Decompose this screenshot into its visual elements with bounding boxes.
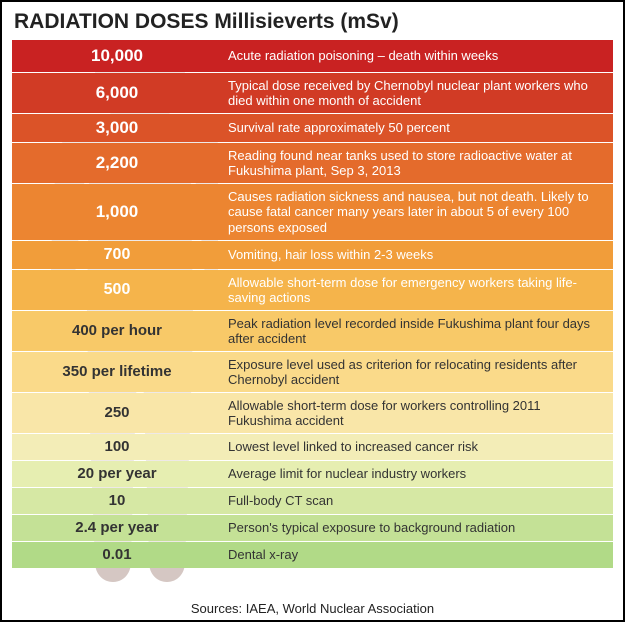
dose-description: Survival rate approximately 50 percent — [222, 120, 613, 135]
dose-value: 10,000 — [12, 46, 222, 66]
dose-description: Dental x-ray — [222, 547, 613, 562]
dose-row: 10,000Acute radiation poisoning – death … — [12, 40, 613, 72]
dose-value: 20 per year — [12, 465, 222, 482]
dose-description: Reading found near tanks used to store r… — [222, 148, 613, 179]
dose-value: 250 — [12, 404, 222, 421]
dose-description: Allowable short-term dose for emergency … — [222, 275, 613, 306]
dose-row: 20 per yearAverage limit for nuclear ind… — [12, 461, 613, 487]
chart-title: RADIATION DOSES Millisieverts (mSv) — [2, 2, 623, 38]
dose-description: Person's typical exposure to background … — [222, 520, 613, 535]
dose-value: 2,200 — [12, 153, 222, 173]
dose-row: 500Allowable short-term dose for emergen… — [12, 270, 613, 310]
dose-row: 1,000Causes radiation sickness and nause… — [12, 184, 613, 240]
dose-description: Allowable short-term dose for workers co… — [222, 398, 613, 429]
dose-description: Exposure level used as criterion for rel… — [222, 357, 613, 388]
dose-value: 500 — [12, 281, 222, 299]
dose-row: 2.4 per yearPerson's typical exposure to… — [12, 515, 613, 541]
dose-description: Lowest level linked to increased cancer … — [222, 439, 613, 454]
dose-value: 10 — [12, 492, 222, 509]
dose-value: 6,000 — [12, 83, 222, 103]
dose-row: 400 per hourPeak radiation level recorde… — [12, 311, 613, 351]
dose-value: 350 per lifetime — [12, 363, 222, 380]
dose-row: 6,000Typical dose received by Chernobyl … — [12, 73, 613, 113]
dose-description: Vomiting, hair loss within 2-3 weeks — [222, 247, 613, 262]
dose-value: 700 — [12, 246, 222, 264]
dose-row: 10Full-body CT scan — [12, 488, 613, 514]
dose-row: 250Allowable short-term dose for workers… — [12, 393, 613, 433]
dose-row: 2,200Reading found near tanks used to st… — [12, 143, 613, 183]
dose-value: 3,000 — [12, 118, 222, 138]
dose-value: 400 per hour — [12, 322, 222, 339]
sources-footer: Sources: IAEA, World Nuclear Association — [2, 601, 623, 616]
dose-row: 0.01Dental x-ray — [12, 542, 613, 568]
dose-row: 3,000Survival rate approximately 50 perc… — [12, 114, 613, 142]
dose-description: Average limit for nuclear industry worke… — [222, 466, 613, 481]
dose-row: 350 per lifetimeExposure level used as c… — [12, 352, 613, 392]
dose-description: Full-body CT scan — [222, 493, 613, 508]
dose-value: 100 — [12, 438, 222, 455]
title-prefix: RADIATION DOSES — [14, 10, 208, 33]
dose-description: Typical dose received by Chernobyl nucle… — [222, 78, 613, 109]
dose-description: Peak radiation level recorded inside Fuk… — [222, 316, 613, 347]
dose-value: 0.01 — [12, 546, 222, 563]
dose-description: Acute radiation poisoning – death within… — [222, 48, 613, 63]
dose-rows: 10,000Acute radiation poisoning – death … — [12, 40, 613, 592]
infographic-frame: RADIATION DOSES Millisieverts (mSv) 10,0… — [0, 0, 625, 622]
dose-row: 700Vomiting, hair loss within 2-3 weeks — [12, 241, 613, 269]
title-unit: Millisieverts (mSv) — [214, 10, 398, 33]
dose-value: 2.4 per year — [12, 519, 222, 536]
dose-value: 1,000 — [12, 202, 222, 222]
dose-table: 10,000Acute radiation poisoning – death … — [12, 40, 613, 592]
dose-description: Causes radiation sickness and nausea, bu… — [222, 189, 613, 235]
dose-row: 100Lowest level linked to increased canc… — [12, 434, 613, 460]
